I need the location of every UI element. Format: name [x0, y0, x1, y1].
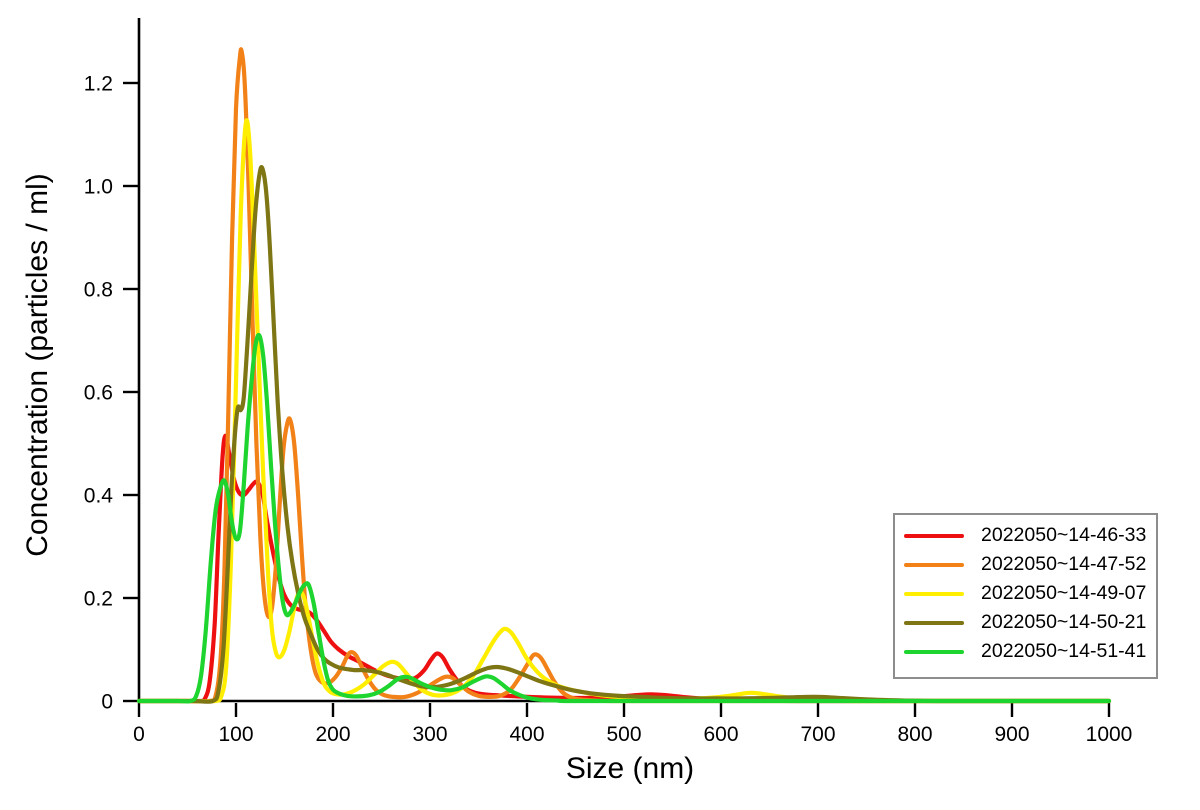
series-line-5: [136, 332, 1112, 704]
legend-label: 2022050~14-47-52: [981, 553, 1147, 575]
legend-swatch: [904, 533, 964, 538]
x-tick-label: 1000: [1086, 723, 1133, 746]
series-line-2: [136, 47, 1112, 704]
x-tick-label: 600: [703, 723, 738, 746]
y-tick-label: 0.6: [84, 382, 113, 405]
y-tick-label: 0: [101, 691, 113, 714]
x-tick-label: 700: [800, 723, 835, 746]
x-axis-title: Size (nm): [565, 752, 695, 785]
x-tick-label: 0: [133, 723, 145, 746]
y-tick-label: 0.4: [84, 485, 114, 508]
legend-label: 2022050~14-46-33: [981, 524, 1147, 546]
legend-item: 2022050~14-50-21: [904, 608, 1156, 637]
legend-swatch: [904, 562, 964, 567]
legend-label: 2022050~14-49-07: [981, 582, 1147, 604]
y-tick-label: 0.8: [84, 279, 113, 302]
legend-swatch: [904, 649, 964, 654]
legend-item: 2022050~14-46-33: [904, 521, 1156, 550]
legend: 2022050~14-46-33 2022050~14-47-52 2022050~…: [893, 513, 1158, 679]
x-tick-label: 800: [897, 723, 932, 746]
x-tick-label: 300: [412, 723, 447, 746]
legend-item: 2022050~14-47-52: [904, 550, 1156, 579]
legend-label: 2022050~14-51-41: [981, 640, 1147, 662]
legend-swatch: [904, 591, 964, 596]
x-tick-label: 400: [509, 723, 544, 746]
legend-swatch: [904, 620, 964, 625]
y-tick-label: 1.0: [84, 176, 113, 199]
series-line-4: [136, 164, 1112, 704]
y-tick-label: 0.2: [84, 588, 113, 611]
legend-item: 2022050~14-49-07: [904, 579, 1156, 608]
y-axis-title: Concentration (particles / ml): [21, 173, 54, 557]
x-tick-label: 500: [606, 723, 641, 746]
x-tick-label: 900: [994, 723, 1029, 746]
legend-item: 2022050~14-51-41: [904, 637, 1156, 666]
legend-label: 2022050~14-50-21: [981, 611, 1147, 633]
y-tick-label: 1.2: [84, 73, 113, 96]
x-tick-label: 100: [218, 723, 253, 746]
x-tick-label: 200: [315, 723, 350, 746]
